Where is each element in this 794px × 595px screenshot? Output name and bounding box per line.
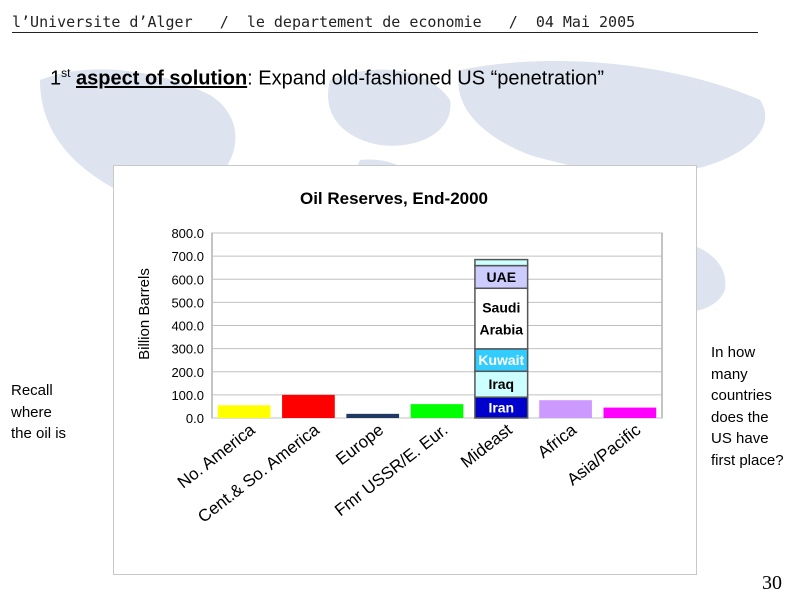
y-tick-label: 400.0 xyxy=(171,319,204,334)
title-rest: : Expand old-fashioned US “penetration” xyxy=(247,67,605,90)
y-tick-label: 100.0 xyxy=(171,388,204,403)
x-tick-label: Fmr USSR/E. Eur. xyxy=(331,420,451,520)
bar-segment-label: Iran xyxy=(488,400,514,416)
slide-header: l’Universite d’Alger / le departement de… xyxy=(12,12,758,33)
header-department: le departement de economie xyxy=(246,13,482,31)
bar xyxy=(603,407,657,418)
bar xyxy=(282,394,335,418)
x-tick-label: Mideast xyxy=(457,420,516,472)
slide-title: 1st aspect of solution: Expand old-fashi… xyxy=(50,66,604,91)
header-separator: / xyxy=(219,13,229,31)
bar-segment-label: Arabia xyxy=(479,322,523,338)
y-tick-label: 600.0 xyxy=(171,272,204,287)
oil-reserves-chart: Oil Reserves, End-2000 Billion Barrels 0… xyxy=(136,189,663,527)
title-ordinal: 1 xyxy=(50,67,62,90)
y-tick-label: 200.0 xyxy=(171,365,204,380)
x-tick-label: Europe xyxy=(332,420,387,469)
header-university: l’Universite d’Alger xyxy=(12,13,193,31)
bar xyxy=(346,413,400,418)
bar xyxy=(217,405,271,418)
y-tick-label: 0.0 xyxy=(186,411,204,426)
title-bold: aspect of solution xyxy=(76,67,248,90)
bar-segment-label: Saudi xyxy=(482,300,520,316)
y-tick-label: 700.0 xyxy=(171,249,204,264)
bar-segment-label: UAE xyxy=(487,269,517,285)
bar-segment xyxy=(474,287,529,350)
x-tick-label: Cent.& So. America xyxy=(194,420,323,527)
header-separator: / xyxy=(508,13,518,31)
bar-segment-label: Kuwait xyxy=(478,352,524,368)
bar xyxy=(539,400,592,418)
bar xyxy=(410,404,464,418)
chart-frame: Oil Reserves, End-2000 Billion Barrels 0… xyxy=(113,165,697,575)
y-tick-label: 500.0 xyxy=(171,295,204,310)
page-number: 30 xyxy=(762,572,782,594)
header-date: 04 Mai 2005 xyxy=(535,13,636,31)
x-tick-label: Africa xyxy=(534,420,580,462)
bar-segment-label: Iraq xyxy=(488,376,514,392)
chart-title: Oil Reserves, End-2000 xyxy=(300,189,488,208)
title-ordinal-suffix: st xyxy=(61,66,71,80)
bar-segment xyxy=(474,258,529,267)
bar-segment xyxy=(474,370,529,398)
y-tick-label: 300.0 xyxy=(171,342,204,357)
question-note: In how many countries does the US have f… xyxy=(711,344,784,469)
chart-y-axis-label: Billion Barrels xyxy=(136,268,153,360)
recall-note: Recall where the oil is xyxy=(11,382,67,442)
y-tick-label: 800.0 xyxy=(171,226,204,241)
